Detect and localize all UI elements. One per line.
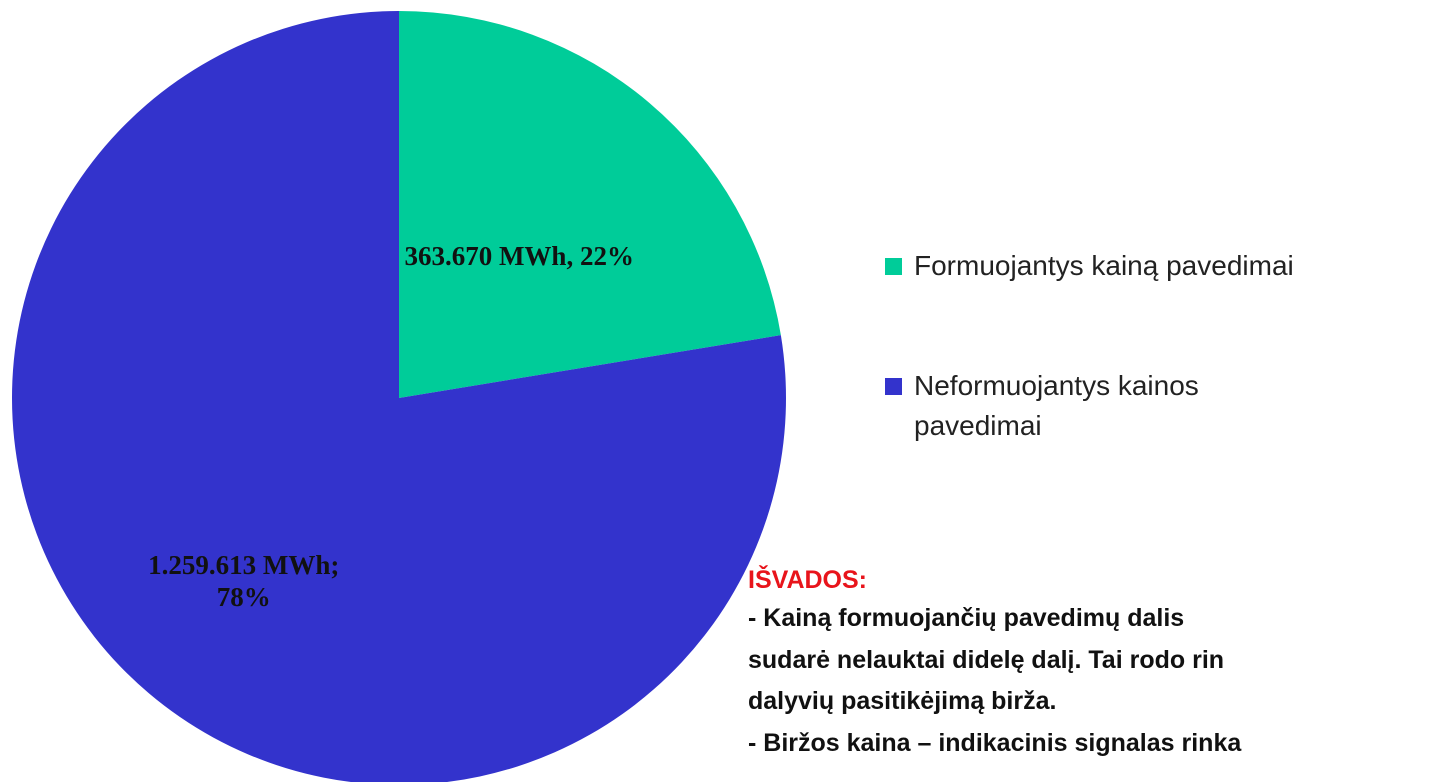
legend-label: Formuojantys kainą pavedimai <box>914 250 1294 281</box>
data-label: 363.670 MWh, 22% <box>404 241 634 272</box>
notes: IŠVADOS: - Kainą formuojančių pavedimų d… <box>748 562 1452 764</box>
data-label: 1.259.613 MWh; 78% <box>148 549 340 612</box>
legend-label: Neformuojantys kainos pavedimai <box>914 370 1199 441</box>
legend-item: Neformuojantys kainos pavedimai <box>885 366 1385 446</box>
legend-swatch <box>885 378 902 395</box>
pie-slice <box>399 11 781 398</box>
notes-heading: IŠVADOS: <box>748 566 867 594</box>
legend-swatch <box>885 258 902 275</box>
pie-slice <box>12 11 786 782</box>
legend-item: Formuojantys kainą pavedimai <box>885 246 1385 286</box>
note-line: sudarė nelauktai didelę dalį. Tai rodo r… <box>748 645 1225 674</box>
note-line: - Biržos kaina – indikacinis signalas ri… <box>748 728 1242 757</box>
note-line: dalyvių pasitikėjimą birža. <box>748 687 1057 715</box>
note-line: - Kainą formuojančių pavedimų dalis <box>748 604 1185 632</box>
